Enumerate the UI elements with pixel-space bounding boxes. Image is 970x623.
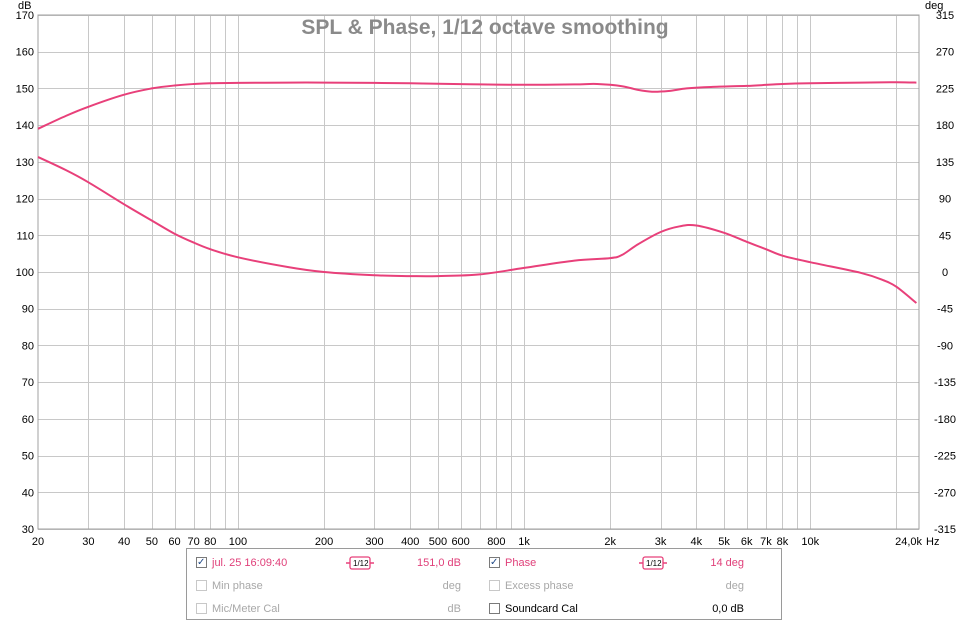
mic-cal-value: dB [447, 603, 461, 615]
y-left-tick-label: 100 [16, 267, 34, 279]
plot-frame [37, 14, 920, 530]
measurement-value: 151,0 dB [416, 557, 461, 569]
y-left-tick-label: 170 [16, 10, 34, 22]
y-left-tick-labels: 170 160 150 140 130 120 110 100 90 80 70 60 50 40 30 [16, 10, 34, 536]
y-left-tick-label: 80 [22, 340, 34, 352]
smoothing-icon[interactable]: 1/12 [346, 556, 374, 570]
min-phase-checkbox[interactable] [196, 580, 207, 591]
x-tick-label: 20 [32, 536, 44, 548]
y-right-tick-label: 180 [936, 120, 954, 132]
y-right-tick-label: 225 [936, 83, 954, 95]
x-tick-label: 500 [429, 536, 447, 548]
chart-title: SPL & Phase, 1/12 octave smoothing [301, 16, 668, 39]
y-left-tick-label: 90 [22, 304, 34, 316]
y-left-tick-label: 130 [16, 157, 34, 169]
y-right-tick-label: 270 [936, 47, 954, 59]
traces [37, 81, 918, 304]
y-right-tick-label: -270 [934, 487, 956, 499]
y-right-unit-label: deg [925, 0, 943, 12]
x-tick-label: 300 [365, 536, 383, 548]
y-left-tick-label: 120 [16, 194, 34, 206]
y-right-tick-labels: 315 270 225 180 135 90 45 0 -45 -90 -135 -180 -225 -2… [934, 10, 956, 536]
legend-panel: jul. 25 16:09:40 1/12 151,0 dB Min phase… [186, 548, 782, 620]
phase-value: 14 deg [710, 557, 744, 569]
spl-phase-chart: SPL & Phase, 1/12 octave smoothing dB de… [16, 0, 956, 548]
excess-phase-label: Excess phase [505, 580, 574, 592]
y-left-tick-label: 150 [16, 83, 34, 95]
x-tick-label: 7k [760, 536, 772, 548]
y-right-tick-label: -45 [937, 304, 953, 316]
x-tick-labels: 20 30 40 50 60 70 80 100 200 300 400 500 600 800 1k 2k 3… [32, 536, 923, 548]
y-left-unit-label: dB [18, 0, 31, 12]
y-right-tick-label: 45 [939, 230, 951, 242]
spl-trace [37, 81, 917, 130]
y-right-tick-label: -225 [934, 451, 956, 463]
mic-cal-checkbox[interactable] [196, 603, 207, 614]
legend-row-excess-phase: Excess phase deg [489, 578, 749, 594]
x-tick-label: 6k [741, 536, 753, 548]
y-right-tick-label: 315 [936, 10, 954, 22]
x-tick-label: 30 [82, 536, 94, 548]
y-right-tick-label: 0 [942, 267, 948, 279]
x-tick-label: 80 [204, 536, 216, 548]
phase-smoothing-text: 1/12 [646, 559, 662, 568]
x-tick-label: 400 [401, 536, 419, 548]
x-tick-label: 4k [691, 536, 703, 548]
x-tick-label: 100 [229, 536, 247, 548]
grid-lines [38, 15, 919, 530]
y-left-tick-label: 70 [22, 377, 34, 389]
y-left-tick-label: 50 [22, 451, 34, 463]
x-tick-label: 1k [518, 536, 530, 548]
y-right-tick-label: 135 [936, 157, 954, 169]
phase-trace [37, 156, 918, 304]
x-unit-label: Hz [926, 536, 939, 548]
y-left-tick-label: 60 [22, 414, 34, 426]
legend-row-soundcard-cal: Soundcard Cal 0,0 dB [489, 601, 749, 617]
x-tick-label: 600 [451, 536, 469, 548]
x-tick-label: 200 [315, 536, 333, 548]
smoothing-text: 1/12 [353, 559, 369, 568]
min-phase-value: deg [442, 580, 461, 592]
x-tick-label: 5k [718, 536, 730, 548]
y-right-tick-label: -315 [934, 524, 956, 536]
phase-smoothing-icon[interactable]: 1/12 [639, 556, 667, 570]
y-left-tick-label: 30 [22, 524, 34, 536]
legend-row-measurement: jul. 25 16:09:40 1/12 151,0 dB [196, 555, 461, 571]
measurement-checkbox[interactable] [196, 555, 207, 571]
y-left-tick-label: 40 [22, 487, 34, 499]
y-right-tick-label: -135 [934, 377, 956, 389]
measurement-label: jul. 25 16:09:40 [212, 557, 288, 569]
phase-label: Phase [505, 557, 537, 569]
x-tick-label: 10k [801, 536, 819, 548]
x-tick-label: 8k [777, 536, 789, 548]
y-right-tick-label: -90 [937, 340, 953, 352]
y-left-tick-label: 140 [16, 120, 34, 132]
mic-cal-label: Mic/Meter Cal [212, 603, 280, 615]
phase-checkbox[interactable] [489, 555, 500, 571]
y-left-tick-label: 160 [16, 47, 34, 59]
y-right-tick-label: 90 [939, 194, 951, 206]
legend-row-mic-cal: Mic/Meter Cal dB [196, 601, 461, 617]
min-phase-label: Min phase [212, 580, 263, 592]
x-tick-label: 3k [655, 536, 667, 548]
x-tick-label: 40 [118, 536, 130, 548]
x-tick-label: 50 [146, 536, 158, 548]
y-left-tick-label: 110 [16, 230, 34, 242]
soundcard-cal-label: Soundcard Cal [505, 603, 578, 615]
soundcard-cal-checkbox[interactable] [489, 603, 500, 614]
excess-phase-checkbox[interactable] [489, 580, 500, 591]
x-tick-label: 800 [487, 536, 505, 548]
excess-phase-value: deg [725, 580, 744, 592]
legend-row-phase: Phase 1/12 14 deg [489, 555, 749, 571]
y-right-tick-label: -180 [934, 414, 956, 426]
x-tick-label: 70 [188, 536, 200, 548]
legend-row-min-phase: Min phase deg [196, 578, 461, 594]
x-tick-label: 2k [604, 536, 616, 548]
x-tick-label: 60 [168, 536, 180, 548]
soundcard-cal-value: 0,0 dB [712, 603, 744, 615]
x-tick-label: 24,0k [895, 536, 922, 548]
